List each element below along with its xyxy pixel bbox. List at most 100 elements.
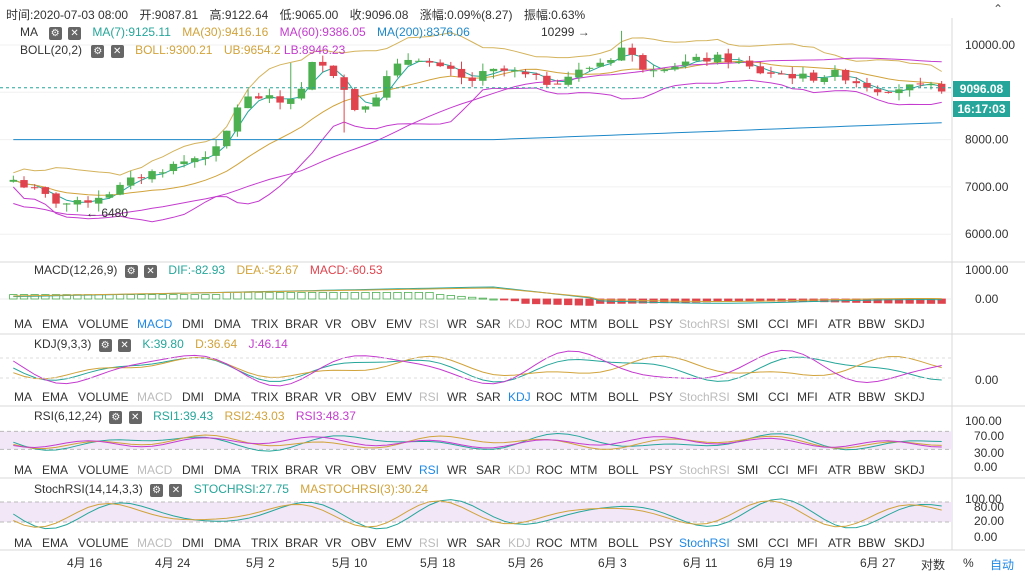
- indicator-tab-wr[interactable]: WR: [447, 317, 467, 331]
- indicator-tab-brar[interactable]: BRAR: [285, 390, 319, 404]
- indicator-tab-kdj[interactable]: KDJ: [508, 390, 531, 404]
- indicator-tab-emv[interactable]: EMV: [386, 463, 412, 477]
- close-icon[interactable]: ✕: [68, 27, 82, 40]
- close-icon[interactable]: ✕: [128, 411, 142, 424]
- indicator-tab-mfi[interactable]: MFI: [797, 463, 818, 477]
- indicator-tab-bbw[interactable]: BBW: [858, 463, 886, 477]
- indicator-tab-roc[interactable]: ROC: [536, 317, 563, 331]
- indicator-tab-bbw[interactable]: BBW: [858, 536, 886, 550]
- settings-icon[interactable]: ⚙: [150, 484, 164, 497]
- indicator-tab-volume[interactable]: VOLUME: [78, 536, 129, 550]
- indicator-tab-obv[interactable]: OBV: [351, 390, 376, 404]
- indicator-tab-emv[interactable]: EMV: [386, 536, 412, 550]
- indicator-tab-cci[interactable]: CCI: [768, 390, 789, 404]
- indicator-tab-dmi[interactable]: DMI: [182, 317, 204, 331]
- indicator-tab-stochrsi[interactable]: StochRSI: [679, 463, 730, 477]
- indicator-tab-boll[interactable]: BOLL: [608, 463, 639, 477]
- indicator-tab-vr[interactable]: VR: [325, 317, 342, 331]
- indicator-tab-vr[interactable]: VR: [325, 463, 342, 477]
- indicator-tab-ma[interactable]: MA: [14, 317, 32, 331]
- indicator-tab-dmi[interactable]: DMI: [182, 390, 204, 404]
- indicator-tab-obv[interactable]: OBV: [351, 317, 376, 331]
- indicator-tab-volume[interactable]: VOLUME: [78, 317, 129, 331]
- indicator-tab-vr[interactable]: VR: [325, 390, 342, 404]
- indicator-tab-ema[interactable]: EMA: [42, 463, 68, 477]
- chevron-up-icon[interactable]: ⌃: [992, 2, 1004, 16]
- settings-icon[interactable]: ⚙: [98, 339, 112, 352]
- indicator-tab-mfi[interactable]: MFI: [797, 536, 818, 550]
- log-scale-toggle[interactable]: 对数: [921, 558, 946, 572]
- indicator-tab-volume[interactable]: VOLUME: [78, 390, 129, 404]
- indicator-tab-volume[interactable]: VOLUME: [78, 463, 129, 477]
- indicator-tab-trix[interactable]: TRIX: [251, 390, 278, 404]
- indicator-tab-kdj[interactable]: KDJ: [508, 536, 531, 550]
- indicator-tab-sar[interactable]: SAR: [476, 390, 501, 404]
- indicator-tab-smi[interactable]: SMI: [737, 463, 758, 477]
- indicator-tab-wr[interactable]: WR: [447, 390, 467, 404]
- indicator-tab-sar[interactable]: SAR: [476, 317, 501, 331]
- settings-icon[interactable]: ⚙: [91, 45, 105, 58]
- indicator-tab-roc[interactable]: ROC: [536, 390, 563, 404]
- indicator-tab-ma[interactable]: MA: [14, 463, 32, 477]
- indicator-tab-smi[interactable]: SMI: [737, 317, 758, 331]
- indicator-tab-wr[interactable]: WR: [447, 463, 467, 477]
- indicator-tab-trix[interactable]: TRIX: [251, 463, 278, 477]
- indicator-tab-cci[interactable]: CCI: [768, 317, 789, 331]
- indicator-tab-obv[interactable]: OBV: [351, 463, 376, 477]
- indicator-tab-psy[interactable]: PSY: [649, 536, 673, 550]
- settings-icon[interactable]: ⚙: [109, 411, 123, 424]
- indicator-tab-boll[interactable]: BOLL: [608, 390, 639, 404]
- indicator-tab-boll[interactable]: BOLL: [608, 536, 639, 550]
- indicator-tab-dma[interactable]: DMA: [214, 390, 241, 404]
- indicator-tab-ma[interactable]: MA: [14, 390, 32, 404]
- indicator-tab-psy[interactable]: PSY: [649, 317, 673, 331]
- close-icon[interactable]: ✕: [118, 339, 132, 352]
- indicator-tab-macd[interactable]: MACD: [137, 390, 173, 404]
- indicator-tab-atr[interactable]: ATR: [828, 317, 851, 331]
- indicator-tab-mtm[interactable]: MTM: [570, 536, 597, 550]
- settings-icon[interactable]: ⚙: [48, 27, 62, 40]
- indicator-tab-skdj[interactable]: SKDJ: [894, 390, 925, 404]
- indicator-tab-dmi[interactable]: DMI: [182, 536, 204, 550]
- indicator-tab-stochrsi[interactable]: StochRSI: [679, 317, 730, 331]
- close-icon[interactable]: ✕: [169, 484, 183, 497]
- indicator-tab-stochrsi[interactable]: StochRSI: [679, 536, 730, 550]
- indicator-tab-emv[interactable]: EMV: [386, 390, 412, 404]
- indicator-tab-kdj[interactable]: KDJ: [508, 317, 531, 331]
- indicator-tab-stochrsi[interactable]: StochRSI: [679, 390, 730, 404]
- indicator-tab-rsi[interactable]: RSI: [419, 463, 439, 477]
- indicator-tab-atr[interactable]: ATR: [828, 536, 851, 550]
- indicator-tab-sar[interactable]: SAR: [476, 463, 501, 477]
- close-icon[interactable]: ✕: [110, 45, 124, 58]
- indicator-tab-atr[interactable]: ATR: [828, 390, 851, 404]
- indicator-tab-psy[interactable]: PSY: [649, 390, 673, 404]
- indicator-tab-roc[interactable]: ROC: [536, 536, 563, 550]
- indicator-tab-ema[interactable]: EMA: [42, 317, 68, 331]
- close-icon[interactable]: ✕: [144, 265, 158, 278]
- indicator-tab-cci[interactable]: CCI: [768, 536, 789, 550]
- indicator-tab-bbw[interactable]: BBW: [858, 317, 886, 331]
- indicator-tab-macd[interactable]: MACD: [137, 317, 173, 331]
- indicator-tab-brar[interactable]: BRAR: [285, 463, 319, 477]
- indicator-tab-brar[interactable]: BRAR: [285, 317, 319, 331]
- indicator-tab-smi[interactable]: SMI: [737, 390, 758, 404]
- indicator-tab-rsi[interactable]: RSI: [419, 536, 439, 550]
- indicator-tab-kdj[interactable]: KDJ: [508, 463, 531, 477]
- indicator-tab-boll[interactable]: BOLL: [608, 317, 639, 331]
- indicator-tab-dmi[interactable]: DMI: [182, 463, 204, 477]
- auto-scale-toggle[interactable]: 自动: [990, 558, 1015, 572]
- indicator-tab-vr[interactable]: VR: [325, 536, 342, 550]
- indicator-tab-wr[interactable]: WR: [447, 536, 467, 550]
- indicator-tab-cci[interactable]: CCI: [768, 463, 789, 477]
- indicator-tab-dma[interactable]: DMA: [214, 536, 241, 550]
- indicator-tab-mfi[interactable]: MFI: [797, 317, 818, 331]
- indicator-tab-rsi[interactable]: RSI: [419, 390, 439, 404]
- indicator-tab-trix[interactable]: TRIX: [251, 536, 278, 550]
- indicator-tab-mtm[interactable]: MTM: [570, 390, 597, 404]
- indicator-tab-rsi[interactable]: RSI: [419, 317, 439, 331]
- indicator-tab-dma[interactable]: DMA: [214, 317, 241, 331]
- indicator-tab-skdj[interactable]: SKDJ: [894, 536, 925, 550]
- indicator-tab-emv[interactable]: EMV: [386, 317, 412, 331]
- indicator-tab-smi[interactable]: SMI: [737, 536, 758, 550]
- indicator-tab-macd[interactable]: MACD: [137, 536, 173, 550]
